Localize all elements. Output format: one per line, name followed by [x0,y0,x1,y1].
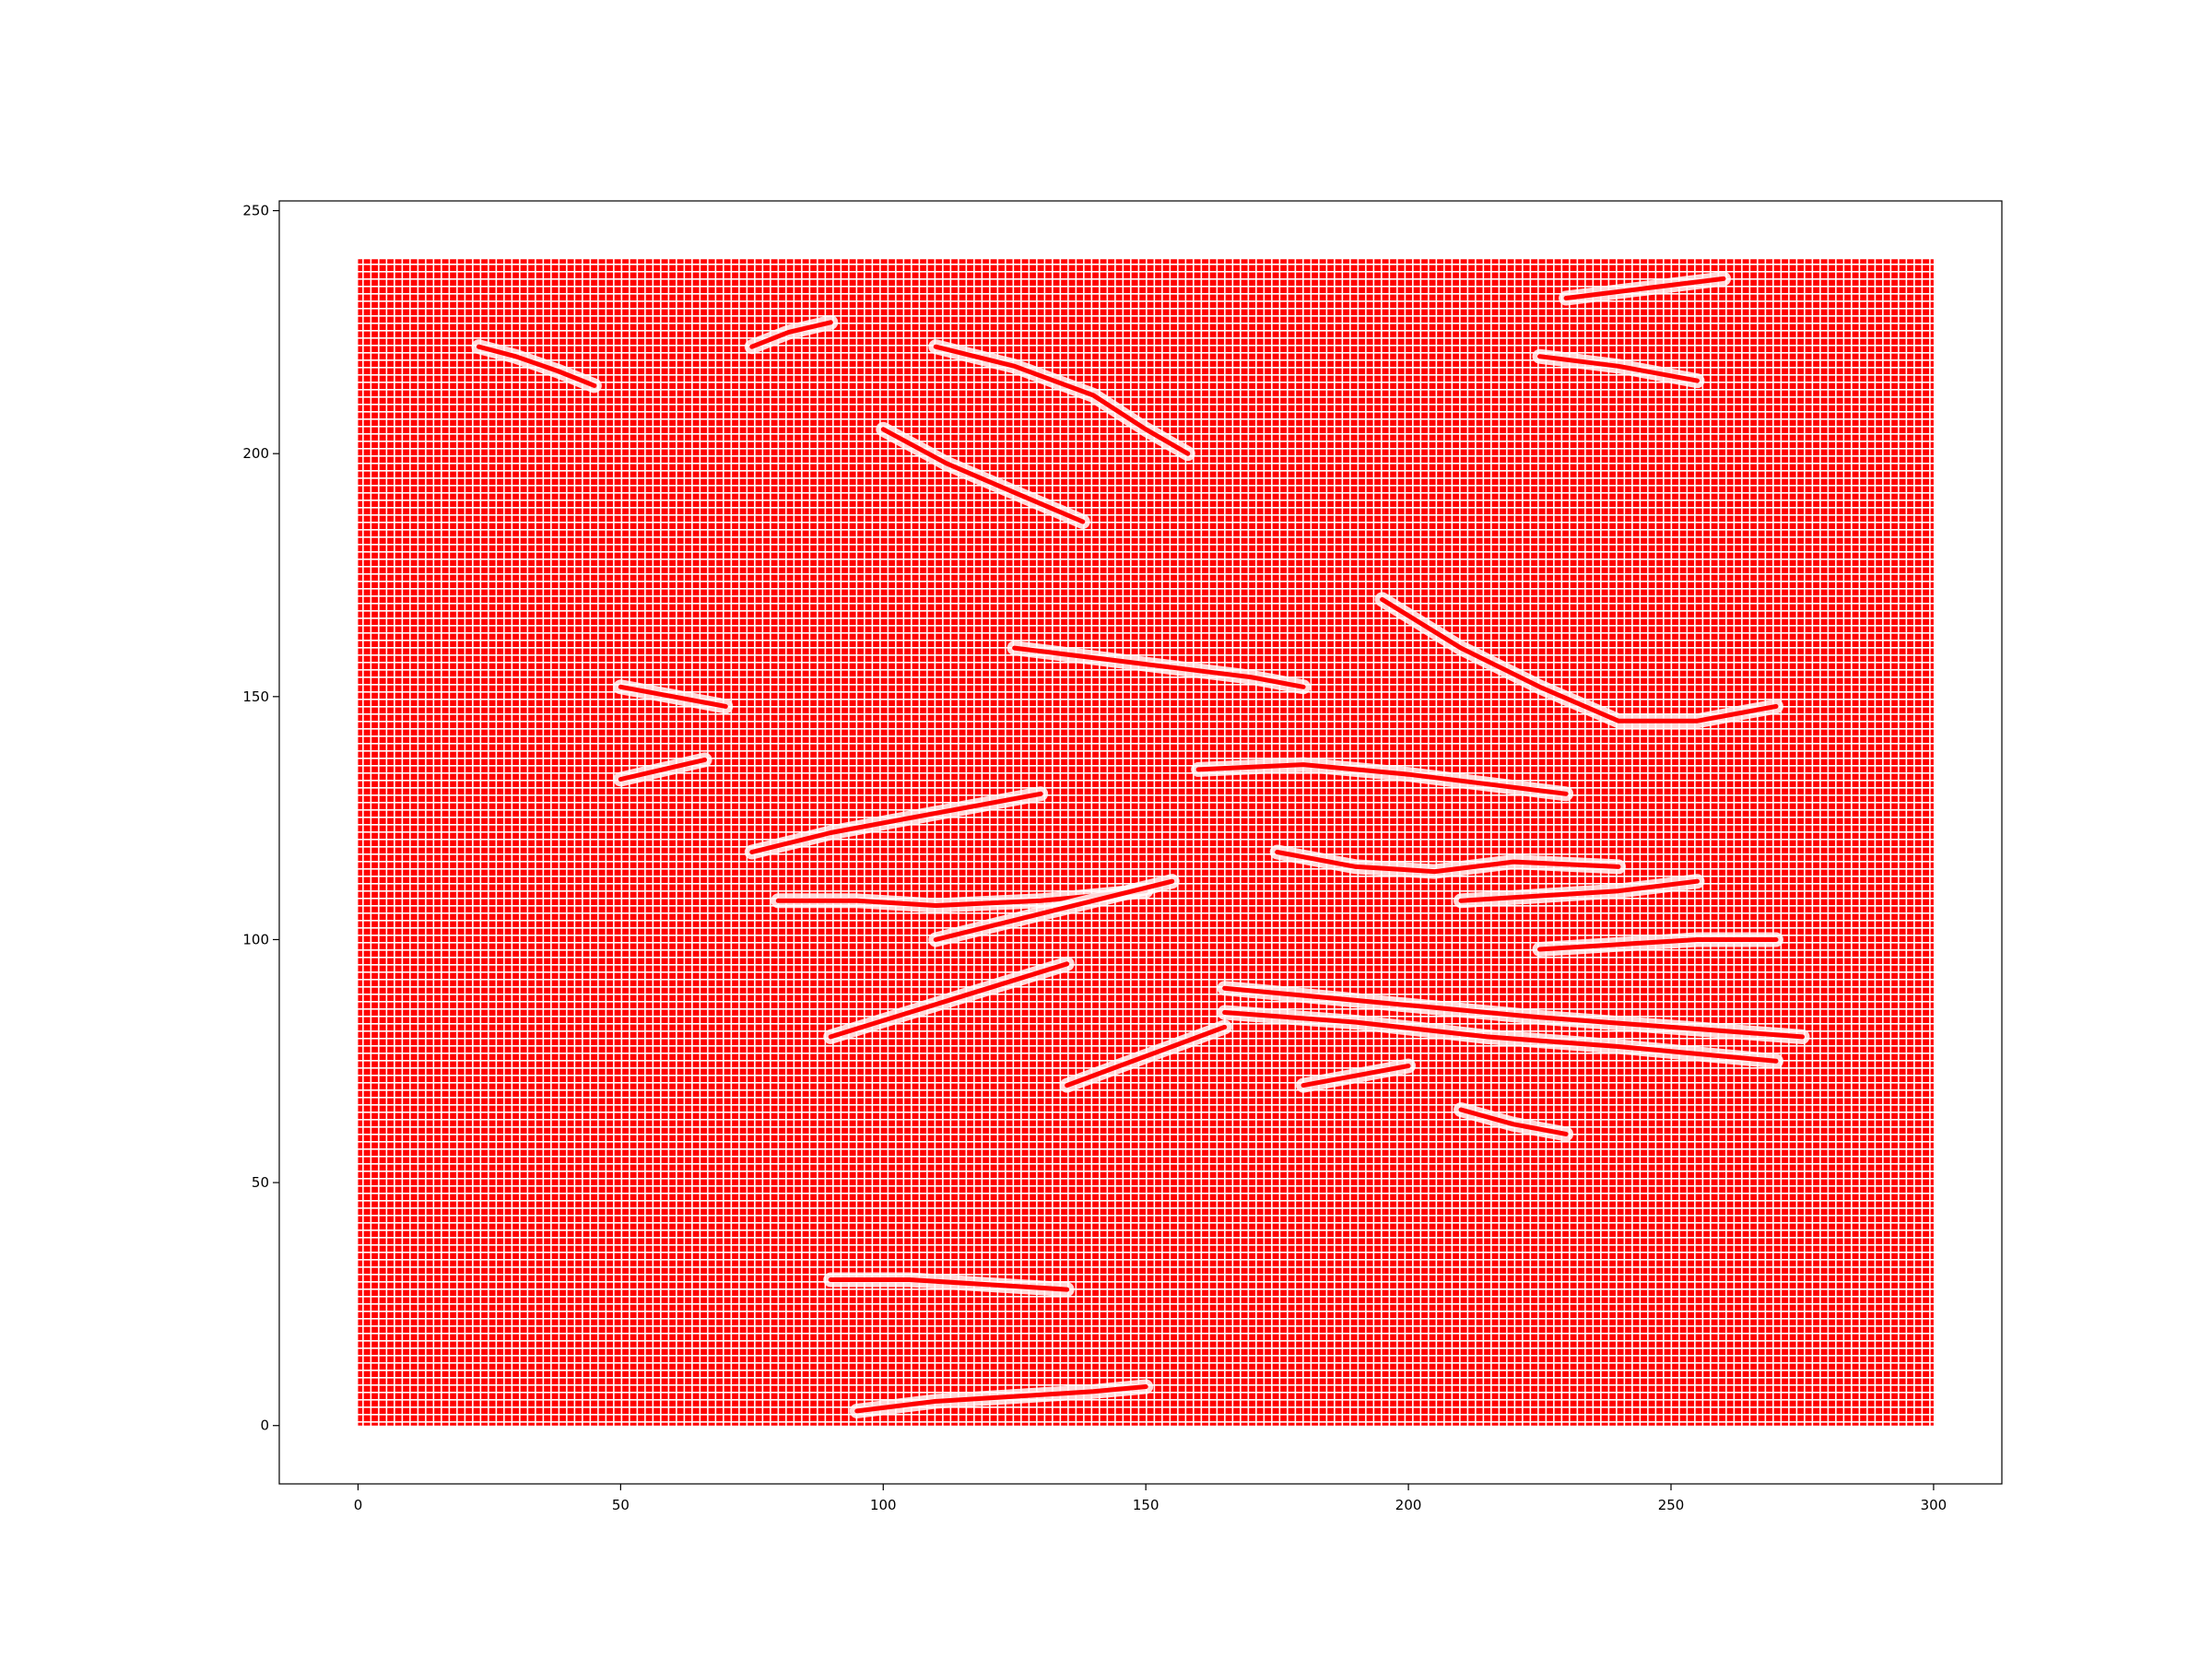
y-tick-label: 0 [260,1418,269,1434]
y-tick-label: 100 [242,931,269,947]
plot-area [358,259,1933,1425]
x-tick-label: 200 [1395,1497,1422,1513]
y-tick-label: 250 [242,203,269,219]
y-tick-label: 50 [252,1174,269,1191]
x-tick-label: 100 [870,1497,897,1513]
y-tick-label: 200 [242,445,269,462]
x-tick-label: 300 [1921,1497,1947,1513]
x-tick-label: 250 [1658,1497,1685,1513]
x-tick-label: 0 [354,1497,363,1513]
y-axis: 0 50 100 150 200 250 [242,203,279,1434]
x-tick-label: 150 [1133,1497,1159,1513]
x-tick-label: 50 [612,1497,629,1513]
x-axis: 0 50 100 150 200 250 300 [354,1484,1947,1513]
y-tick-label: 150 [242,688,269,705]
